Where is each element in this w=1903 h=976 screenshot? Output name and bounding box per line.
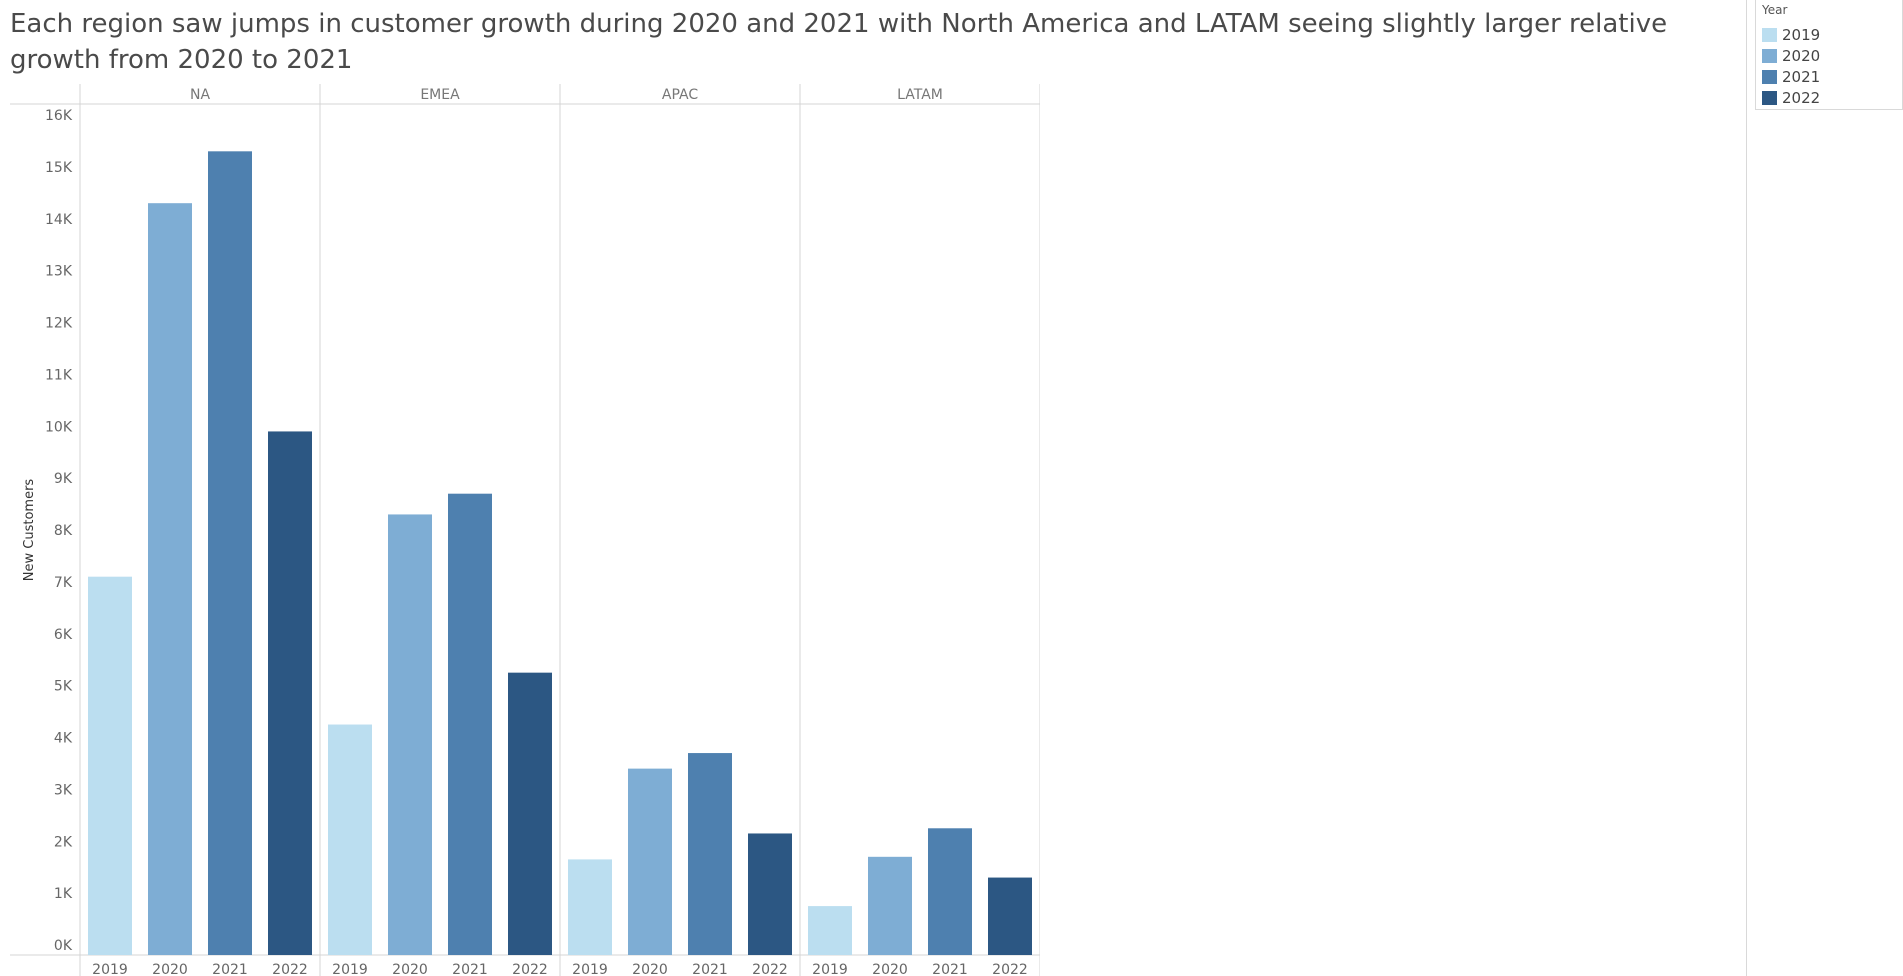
bar-apac-2020 [628,768,672,955]
legend-label: 2020 [1782,47,1821,65]
chart: 0K 1K 2K 3K 4K 5K 6K 7K 8K 9K 10K 11K 12K 13K 14K 15K 16… [10,84,1040,976]
y-tick-label: 2K [54,834,73,850]
y-tick-label: 3K [54,782,73,798]
legend-label: 2022 [1782,89,1821,107]
bar-apac-2019 [568,859,612,955]
legend-swatch [1762,91,1777,105]
x-tick-label: 2020 [152,962,188,976]
y-tick-label: 6K [54,627,73,643]
x-tick-label: 2019 [92,962,128,976]
y-tick-label: 4K [54,731,73,747]
bar-apac-2021 [688,753,732,955]
bar-na-2020 [148,203,192,955]
legend-label: 2019 [1782,26,1821,44]
bar-latam-2021 [928,828,972,955]
legend-label: 2021 [1782,68,1821,86]
x-tick-label: 2020 [392,962,428,976]
panel-header-latam: LATAM [897,87,943,103]
legend-item-2019[interactable]: 2019 [1762,26,1820,44]
panel-header-emea: EMEA [420,87,460,103]
panel-header-apac: APAC [662,87,698,103]
x-tick-label: 2020 [872,962,908,976]
x-tick-label: 2021 [452,962,488,976]
x-tick-label: 2021 [692,962,728,976]
legend-item-2022[interactable]: 2022 [1762,89,1820,107]
legend: Year 2019 2020 2021 2022 [1755,0,1903,110]
x-tick-label: 2022 [512,962,548,976]
y-tick-label: 8K [54,523,73,539]
y-tick-label: 12K [45,316,73,332]
bar-apac-2022 [748,833,792,955]
panel-header-na: NA [190,87,210,103]
y-tick-label: 7K [54,575,73,591]
x-tick-label: 2019 [332,962,368,976]
x-tick-label: 2022 [752,962,788,976]
legend-item-2020[interactable]: 2020 [1762,47,1820,65]
legend-item-2021[interactable]: 2021 [1762,68,1820,86]
y-axis-title: New Customers [22,479,37,582]
y-tick-label: 14K [45,212,73,228]
y-tick-label: 16K [45,108,73,124]
y-tick-label: 13K [45,264,73,280]
x-tick-label: 2019 [572,962,608,976]
panel-divider [1746,0,1747,976]
bar-latam-2022 [988,877,1032,955]
x-tick-label: 2020 [632,962,668,976]
y-tick-label: 1K [54,886,73,902]
bar-na-2022 [268,431,312,955]
bar-emea-2020 [388,514,432,955]
legend-title: Year [1762,3,1788,17]
bar-emea-2019 [328,724,372,955]
bar-latam-2020 [868,856,912,955]
x-tick-label: 2019 [812,962,848,976]
y-tick-label: 0K [54,938,73,954]
x-tick-label: 2022 [272,962,308,976]
legend-swatch [1762,28,1777,42]
legend-swatch [1762,49,1777,63]
bar-emea-2022 [508,672,552,955]
bar-na-2021 [208,151,252,955]
x-tick-label: 2021 [932,962,968,976]
chart-title: Each region saw jumps in customer growth… [10,9,1668,75]
x-tick-label: 2022 [992,962,1028,976]
bar-emea-2021 [448,493,492,955]
legend-swatch [1762,70,1777,84]
y-tick-label: 5K [54,679,73,695]
x-tick-label: 2021 [212,962,248,976]
bar-latam-2019 [808,906,852,955]
y-tick-label: 9K [54,471,73,487]
bar-na-2019 [88,576,132,955]
y-tick-label: 15K [45,160,73,176]
y-tick-label: 10K [45,419,73,435]
y-tick-label: 11K [45,367,73,383]
